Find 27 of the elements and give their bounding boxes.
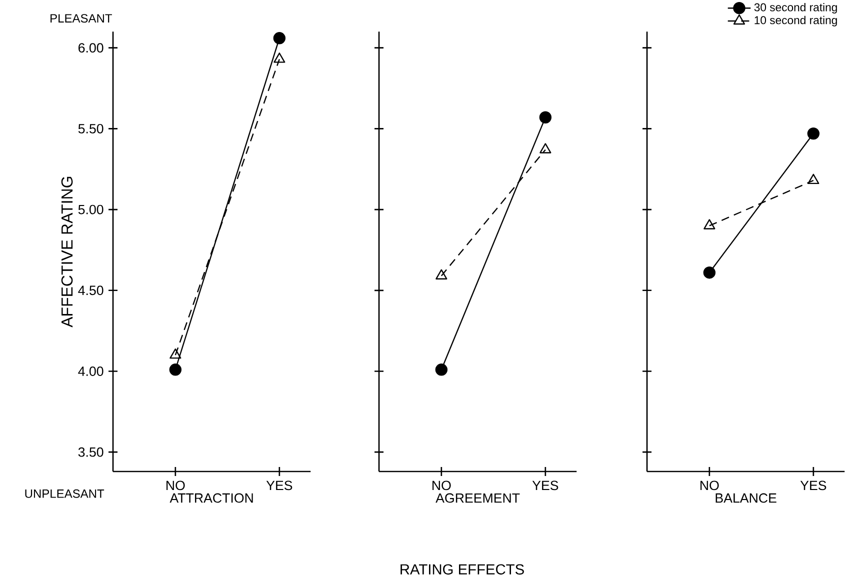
y-tick-label: 4.00: [78, 366, 104, 376]
x-tick-label: NO: [700, 480, 719, 490]
y-tick-label: 4.50: [78, 286, 104, 296]
point: [169, 364, 182, 376]
x-tick-label: YES: [266, 480, 292, 490]
x-axis-title: ATTRACTION: [170, 493, 253, 503]
x-axis-title: BALANCE: [716, 493, 776, 503]
y-tick-label: 3.50: [78, 447, 104, 457]
point: [273, 32, 286, 44]
point: [435, 364, 448, 376]
x-axis-title: AGREEMENT: [436, 493, 520, 503]
x-tick-label: NO: [166, 480, 185, 490]
text: RATING EFFECTS: [400, 564, 524, 575]
point: [703, 266, 716, 279]
y-tick-label: 5.50: [78, 124, 104, 134]
legend-label: 30 second rating: [754, 2, 837, 14]
x-tick-label: YES: [800, 480, 826, 490]
x-tick-label: NO: [432, 480, 451, 490]
text: PLEASANT: [50, 14, 112, 23]
y-tick-label: 6.00: [78, 43, 104, 53]
text: UNPLEASANT: [25, 489, 104, 498]
point: [539, 111, 552, 124]
y-tick-label: 5.00: [78, 204, 104, 214]
x-tick-label: YES: [532, 480, 558, 490]
point: [807, 127, 820, 140]
y-axis-title: AFFECTIVE RATING: [61, 176, 73, 328]
legend-label: 10 second rating: [754, 16, 837, 26]
